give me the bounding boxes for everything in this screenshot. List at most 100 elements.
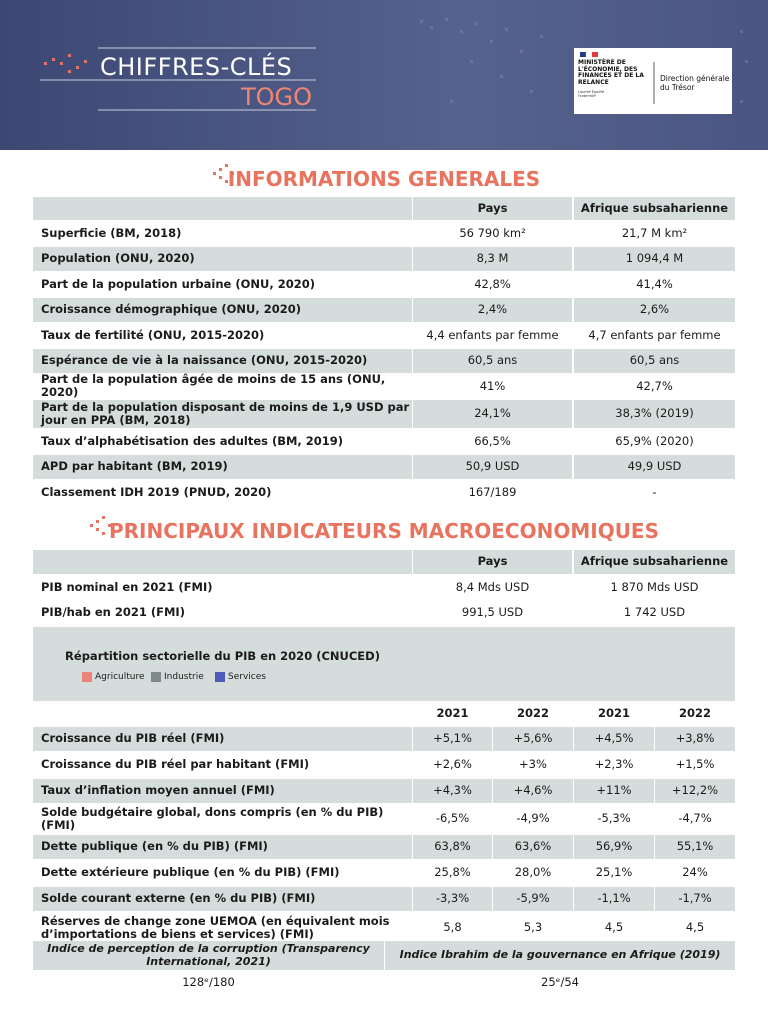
cell-value: +3% [519, 757, 547, 772]
legend-swatch [215, 672, 225, 682]
cell-value: 1 870 Mds USD [610, 580, 699, 595]
cell-value: -4,9% [516, 811, 550, 826]
cell-value: +2,3% [594, 757, 634, 772]
cell-value: 66,5% [474, 433, 511, 448]
cell-value: +3,8% [655, 727, 735, 751]
cell-value: 1 094,4 M [574, 246, 735, 271]
cell-value: 50,9 USD [413, 454, 572, 479]
cell-value: 63,8% [413, 835, 492, 859]
cell-value: 56,9% [574, 835, 654, 859]
pie-row-bg [33, 627, 735, 701]
header-art [40, 18, 748, 114]
cell-value: 167/189 [468, 484, 517, 499]
cell-value: 4,5 [685, 920, 705, 935]
cell-value: -5,3% [597, 811, 631, 826]
row-label: Classement IDH 2019 (PNUD, 2020) [41, 484, 272, 499]
row-label: APD par habitant (BM, 2019) [33, 454, 412, 479]
table-header-bg [33, 197, 412, 220]
row-label: Taux de fertilité (ONU, 2015-2020) [41, 327, 265, 342]
cell-value: +4,3% [413, 779, 492, 803]
cell-value: -6,5% [435, 811, 470, 826]
cell-value: 60,5 ans [574, 348, 735, 373]
cell-value: +5,6% [493, 727, 573, 751]
cell-value: 1 742 USD [623, 605, 686, 620]
cell-value: +12,2% [655, 779, 735, 803]
row-label: Part de la population âgée de moins de 1… [41, 372, 386, 400]
directorate: Direction générale du Trésor [660, 74, 730, 92]
legend-swatch [82, 672, 92, 682]
column-header: Pays [413, 550, 572, 574]
row-label: Croissance du PIB réel (FMI) [33, 727, 412, 751]
row-label: Croissance démographique (ONU, 2020) [33, 297, 412, 322]
cell-value: - [652, 484, 657, 499]
governance-header: Indice Ibrahim de la gouvernance en Afri… [385, 941, 735, 970]
cell-value: 41,4% [636, 276, 673, 291]
cell-value: +11% [574, 779, 654, 803]
cell-value: +5,1% [413, 727, 492, 751]
ministry: MINISTÈRE DE L'ÉCONOMIE, DES FINANCES ET… [578, 59, 644, 86]
cell-value: 4,7 enfants par femme [588, 327, 721, 342]
row-label: Dette publique (en % du PIB) (FMI) [33, 835, 412, 859]
governance-value: 25ᵉ/54 [541, 975, 579, 990]
year-header: 2021 [597, 705, 630, 720]
cell-value: 5,8 [443, 920, 462, 935]
cell-value: 24,1% [413, 399, 572, 428]
cell-value: 42,7% [636, 378, 673, 393]
row-label: PIB/hab en 2021 (FMI) [41, 605, 185, 620]
row-label: Taux d’alphabétisation des adultes (BM, … [41, 433, 344, 448]
cell-value: 8,4 Mds USD [455, 580, 530, 595]
row-label: Taux d’inflation moyen annuel (FMI) [33, 779, 412, 803]
cell-value: -1,7% [655, 887, 735, 911]
row-label: Croissance du PIB réel par habitant (FMI… [41, 757, 310, 772]
cell-value: 991,5 USD [461, 605, 524, 620]
cell-value: 2,4% [413, 297, 572, 322]
cell-value: -4,7% [678, 811, 712, 826]
cell-value: +4,5% [574, 727, 654, 751]
motto: Liberté Égalité Fraternité [578, 90, 605, 98]
cell-value: 5,3 [523, 920, 543, 935]
row-label: Part de la population disposant de moins… [33, 399, 412, 428]
header-title: CHIFFRES-CLÉS [100, 53, 293, 81]
cell-value: 28,0% [514, 865, 552, 880]
cell-value: 49,9 USD [574, 454, 735, 479]
year-header: 2022 [678, 705, 711, 720]
header-country: TOGO [240, 83, 312, 111]
year-header: 2021 [436, 705, 469, 720]
table-header-bg [33, 550, 412, 574]
column-header: Afrique subsaharienne [574, 197, 735, 220]
cell-value: -3,3% [413, 887, 492, 911]
cell-value: 42,8% [474, 276, 511, 291]
row-label: Solde courant externe (en % du PIB) (FMI… [33, 887, 412, 911]
year-header: 2022 [516, 705, 549, 720]
row-label: Superficie (BM, 2018) [41, 225, 182, 240]
governance-value: 128ᵉ/180 [182, 975, 235, 990]
cell-value: +2,6% [433, 757, 472, 772]
cell-value: -1,1% [574, 887, 654, 911]
row-label: Solde budgétaire global, dons compris (e… [41, 804, 384, 832]
cell-value: 63,6% [493, 835, 573, 859]
cell-value: 4,4 enfants par femme [426, 327, 559, 342]
legend-label: Agriculture [95, 671, 145, 682]
cell-value: 41% [479, 378, 506, 393]
cell-value: 24% [682, 865, 708, 880]
legend-label: Industrie [164, 671, 204, 682]
row-label: Dette extérieure publique (en % du PIB) … [41, 865, 340, 880]
governance-header: Indice de perception de la corruption (T… [33, 941, 384, 970]
cell-value: 38,3% (2019) [574, 399, 735, 428]
cell-value: 65,9% (2020) [615, 433, 694, 448]
cell-value: 25,1% [595, 865, 633, 880]
row-label: Part de la population urbaine (ONU, 2020… [41, 276, 315, 291]
cell-value: 56 790 km² [459, 225, 526, 240]
column-header: Pays [413, 197, 572, 220]
cell-value: 4,5 [604, 920, 624, 935]
cell-value: 2,6% [574, 297, 735, 322]
section-title: PRINCIPAUX INDICATEURS MACROECONOMIQUES [109, 519, 659, 543]
column-header: Afrique subsaharienne [574, 550, 735, 574]
row-label: Répartition sectorielle du PIB en 2020 (… [65, 649, 380, 664]
legend-label: Services [228, 671, 266, 682]
row-label: Espérance de vie à la naissance (ONU, 20… [33, 348, 412, 373]
cell-value: 55,1% [655, 835, 735, 859]
legend-swatch [151, 672, 161, 682]
cell-value: +4,6% [493, 779, 573, 803]
cell-value: 8,3 M [413, 246, 572, 271]
